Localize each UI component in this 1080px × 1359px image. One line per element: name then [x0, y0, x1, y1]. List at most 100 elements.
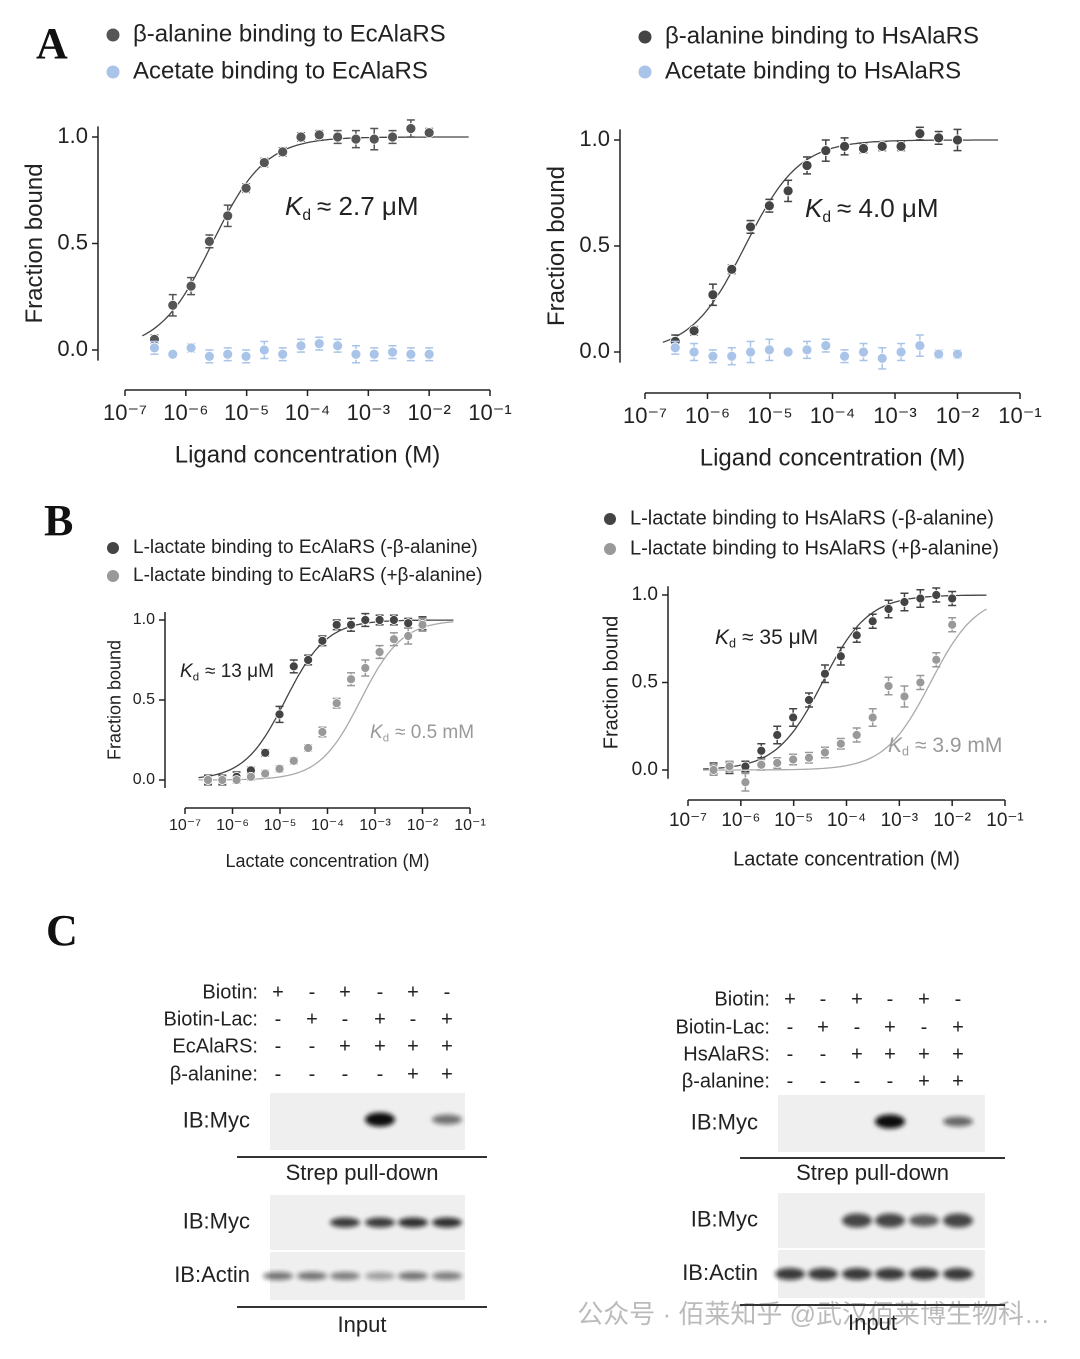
data-point — [360, 663, 371, 673]
data-point — [313, 338, 325, 350]
x-axis-label: Ligand concentration (M) — [175, 441, 440, 468]
fit-curve — [142, 136, 469, 337]
condition-sign: + — [952, 1043, 964, 1065]
x-tick-label: 10⁻¹ — [998, 403, 1041, 428]
data-point — [931, 590, 942, 600]
blot-band — [365, 1272, 395, 1280]
legend-marker — [638, 65, 652, 79]
data-point — [858, 143, 869, 154]
legend-marker — [604, 513, 616, 525]
section-caption: Strep pull-down — [796, 1160, 949, 1185]
condition-label: Biotin-Lac: — [164, 1008, 259, 1030]
condition-sign: - — [955, 988, 962, 1010]
x-tick-label: 10⁻³ — [881, 810, 919, 831]
data-point — [820, 747, 830, 758]
data-point — [240, 350, 252, 362]
data-point — [915, 593, 926, 604]
data-point — [820, 145, 832, 157]
data-point — [839, 350, 850, 362]
kd-value: ≈ 13 μM — [205, 661, 274, 682]
blot-band — [365, 1217, 395, 1228]
data-point — [947, 593, 958, 604]
data-point — [387, 346, 398, 358]
kd-subscript: d — [902, 745, 909, 759]
x-tick-label: 10⁻² — [407, 817, 439, 834]
watermark: 公众号 · 佰莱知乎 @武汉佰莱博生物科… — [577, 1299, 1050, 1329]
data-point — [389, 615, 399, 625]
condition-sign: - — [787, 1043, 794, 1065]
data-point — [688, 325, 700, 337]
x-tick-label: 10⁻⁷ — [103, 400, 147, 425]
data-point — [331, 698, 342, 709]
kd-value: ≈ 2.7 μM — [317, 191, 419, 221]
x-tick-label: 10⁻⁴ — [311, 817, 344, 834]
x-tick-label: 10⁻⁶ — [685, 403, 730, 428]
blot-band — [842, 1268, 872, 1280]
data-point — [246, 771, 256, 782]
fit-curve — [662, 139, 999, 343]
data-point — [313, 129, 325, 141]
x-axis-label: Ligand concentration (M) — [700, 444, 965, 471]
data-point — [895, 346, 907, 358]
condition-sign: - — [854, 1016, 861, 1038]
condition-sign: - — [275, 1035, 282, 1057]
data-point — [933, 132, 945, 144]
condition-sign: + — [441, 1063, 453, 1085]
data-point — [724, 761, 735, 772]
data-point — [788, 754, 799, 765]
data-point — [820, 668, 830, 679]
condition-sign: + — [884, 1016, 896, 1038]
legend-label: β-alanine binding to HsAlaRS — [665, 22, 979, 49]
condition-label: EcAlaRS: — [172, 1035, 258, 1057]
condition-sign: + — [306, 1008, 318, 1030]
condition-sign: - — [377, 981, 384, 1003]
condition-sign: + — [407, 1035, 419, 1057]
blot-band — [875, 1114, 905, 1129]
blot-label: IB:Actin — [682, 1260, 758, 1285]
data-point — [295, 340, 307, 352]
data-point — [756, 759, 767, 770]
condition-sign: - — [410, 1008, 417, 1030]
condition-sign: + — [817, 1016, 829, 1038]
data-point — [883, 604, 894, 614]
kd-value: ≈ 0.5 mM — [395, 722, 474, 743]
data-point — [669, 342, 681, 354]
data-point — [417, 619, 428, 630]
data-point — [331, 619, 342, 630]
kd-symbol: K — [180, 661, 194, 682]
data-point — [782, 185, 794, 197]
data-point — [804, 695, 814, 705]
blot-label: IB:Myc — [691, 1109, 758, 1134]
condition-sign: - — [854, 1070, 861, 1092]
condition-sign: + — [851, 1043, 863, 1065]
data-point — [350, 133, 362, 145]
x-tick-label: 10⁻⁶ — [721, 810, 760, 831]
data-point — [217, 775, 228, 785]
data-point — [260, 768, 271, 779]
data-point — [707, 350, 719, 362]
legend-label: β-alanine binding to EcAlaRS — [133, 20, 446, 47]
data-point — [772, 758, 783, 768]
blot-band — [943, 1116, 973, 1127]
data-point — [707, 289, 719, 301]
legend-label: L-lactate binding to HsAlaRS (-β-alanine… — [630, 507, 994, 529]
blot-band — [330, 1272, 360, 1280]
condition-label: β-alanine: — [170, 1063, 258, 1085]
x-tick-label: 10⁻⁷ — [623, 403, 667, 428]
condition-sign: + — [441, 1008, 453, 1030]
x-tick-label: 10⁻³ — [359, 817, 391, 834]
data-point — [726, 350, 738, 362]
kd-symbol: K — [715, 626, 730, 649]
kd-symbol: K — [370, 722, 384, 743]
x-tick-label: 10⁻⁵ — [774, 810, 813, 831]
data-point — [389, 634, 399, 645]
data-point — [167, 348, 179, 360]
data-point — [820, 340, 832, 352]
blot-band — [875, 1213, 905, 1228]
kd-symbol: K — [888, 734, 903, 757]
blot-band — [943, 1268, 973, 1280]
data-point — [740, 777, 751, 788]
data-point — [403, 618, 414, 629]
data-point — [782, 346, 794, 358]
kd-symbol: K — [285, 191, 304, 221]
